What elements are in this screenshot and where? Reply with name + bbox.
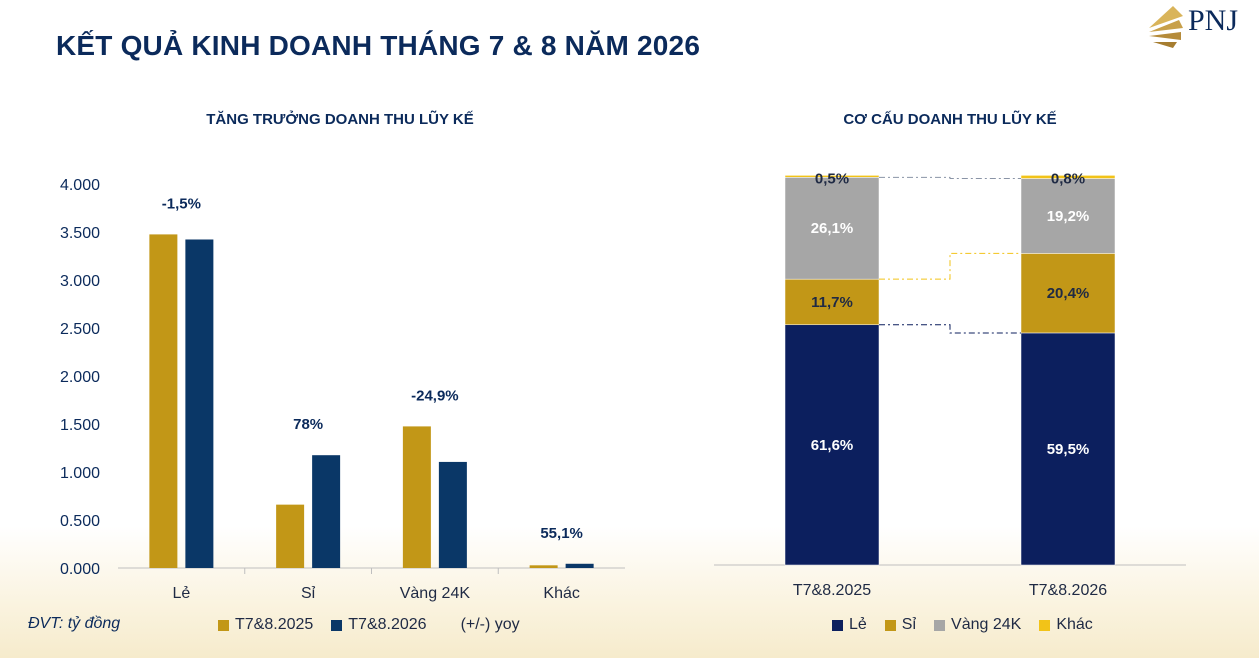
logo-text: PNJ (1188, 4, 1239, 37)
segment-label: 26,1% (811, 220, 854, 237)
legend-swatch-si (884, 619, 896, 631)
bar-2026 (438, 461, 467, 568)
y-tick-label: 2.500 (60, 321, 100, 338)
segment-label: 0,8% (1051, 170, 1085, 187)
bar-2026 (565, 563, 594, 568)
y-tick-label: 0.500 (60, 513, 100, 530)
page-title: KẾT QUẢ KINH DOANH THÁNG 7 & 8 NĂM 2026 (56, 30, 701, 61)
unit-note: ĐVT: tỷ đồng (28, 615, 121, 632)
legend-item-le: Lẻ (832, 616, 867, 634)
segment-label: 59,5% (1047, 441, 1090, 458)
y-tick-label: 1.500 (60, 417, 100, 434)
stack-segment-khác (1020, 175, 1116, 179)
stack-segment-vàng-24k (1020, 178, 1116, 254)
right-chart-title: CƠ CẤU DOANH THU LŨY KẾ (843, 111, 1057, 128)
legend-swatch-vang (934, 619, 946, 631)
segment-label: 20,4% (1047, 285, 1090, 302)
legend-item-2025: T7&8.2025 (218, 616, 313, 634)
y-tick-label: 3.000 (60, 273, 100, 290)
legend-label: T7&8.2026 (348, 616, 427, 633)
y-tick-label: 4.000 (60, 177, 100, 194)
connector-line (879, 176, 1021, 180)
legend-label: Vàng 24K (951, 616, 1022, 633)
left-legend: T7&8.2025 T7&8.2026 (+/-) yoy (218, 616, 538, 634)
x-tick-label: Sỉ (301, 585, 316, 602)
bar-2025 (149, 234, 178, 568)
legend-label: Sỉ (901, 616, 917, 633)
x-tick-label: Vàng 24K (400, 585, 471, 602)
connector-line (879, 324, 1021, 334)
legend-item-si: Sỉ (884, 616, 917, 634)
segment-label: 19,2% (1047, 208, 1090, 225)
y-tick-label: 2.000 (60, 369, 100, 386)
x-tick-label: T7&8.2026 (1029, 582, 1107, 599)
segment-label: 61,6% (811, 437, 854, 454)
bar-2025 (529, 565, 558, 568)
bar-2026 (312, 455, 341, 568)
yoy-annotation: 78% (293, 416, 323, 433)
yoy-annotation: -24,9% (411, 387, 459, 404)
legend-swatch-le (832, 619, 843, 631)
stack-segment-sỉ (1020, 253, 1116, 334)
x-tick-label: Lẻ (172, 585, 190, 602)
y-tick-label: 1.000 (60, 465, 100, 482)
stack-segment-khác (784, 175, 880, 178)
bar-2025 (276, 504, 305, 568)
legend-item-2026: T7&8.2026 (331, 616, 427, 634)
stack-segment-sỉ (784, 278, 880, 326)
pnj-logo-icon (1149, 6, 1183, 48)
legend-label: Lẻ (849, 616, 867, 633)
legend-item-khac: Khác (1039, 616, 1093, 634)
legend-swatch-khac (1039, 619, 1051, 631)
bar-2026 (185, 239, 214, 568)
yoy-annotation: 55,1% (540, 525, 583, 542)
segment-label: 0,5% (815, 170, 849, 187)
segment-label: 11,7% (811, 294, 853, 311)
y-tick-label: 0.000 (60, 561, 100, 578)
legend-swatch-navy (331, 619, 343, 631)
x-tick-label: T7&8.2025 (793, 582, 871, 599)
connector-line (879, 252, 1021, 280)
legend-label: Khác (1056, 616, 1093, 633)
stack-segment-vàng-24k (784, 177, 880, 280)
y-tick-label: 3.500 (60, 225, 100, 242)
x-tick-label: Khác (543, 585, 579, 602)
legend-item-yoy: (+/-) yoy (461, 616, 520, 634)
stack-segment-lẻ (1020, 332, 1116, 566)
legend-swatch-gold (218, 619, 229, 631)
legend-label: (+/-) yoy (460, 616, 520, 633)
bar-2025 (402, 426, 431, 568)
right-legend: Lẻ Sỉ Vàng 24K Khác (832, 616, 1111, 634)
legend-item-vang: Vàng 24K (934, 616, 1021, 634)
yoy-annotation: -1,5% (162, 195, 201, 212)
legend-label: T7&8.2025 (235, 616, 314, 633)
left-chart-title: TĂNG TRƯỞNG DOANH THU LŨY KẾ (206, 111, 474, 128)
